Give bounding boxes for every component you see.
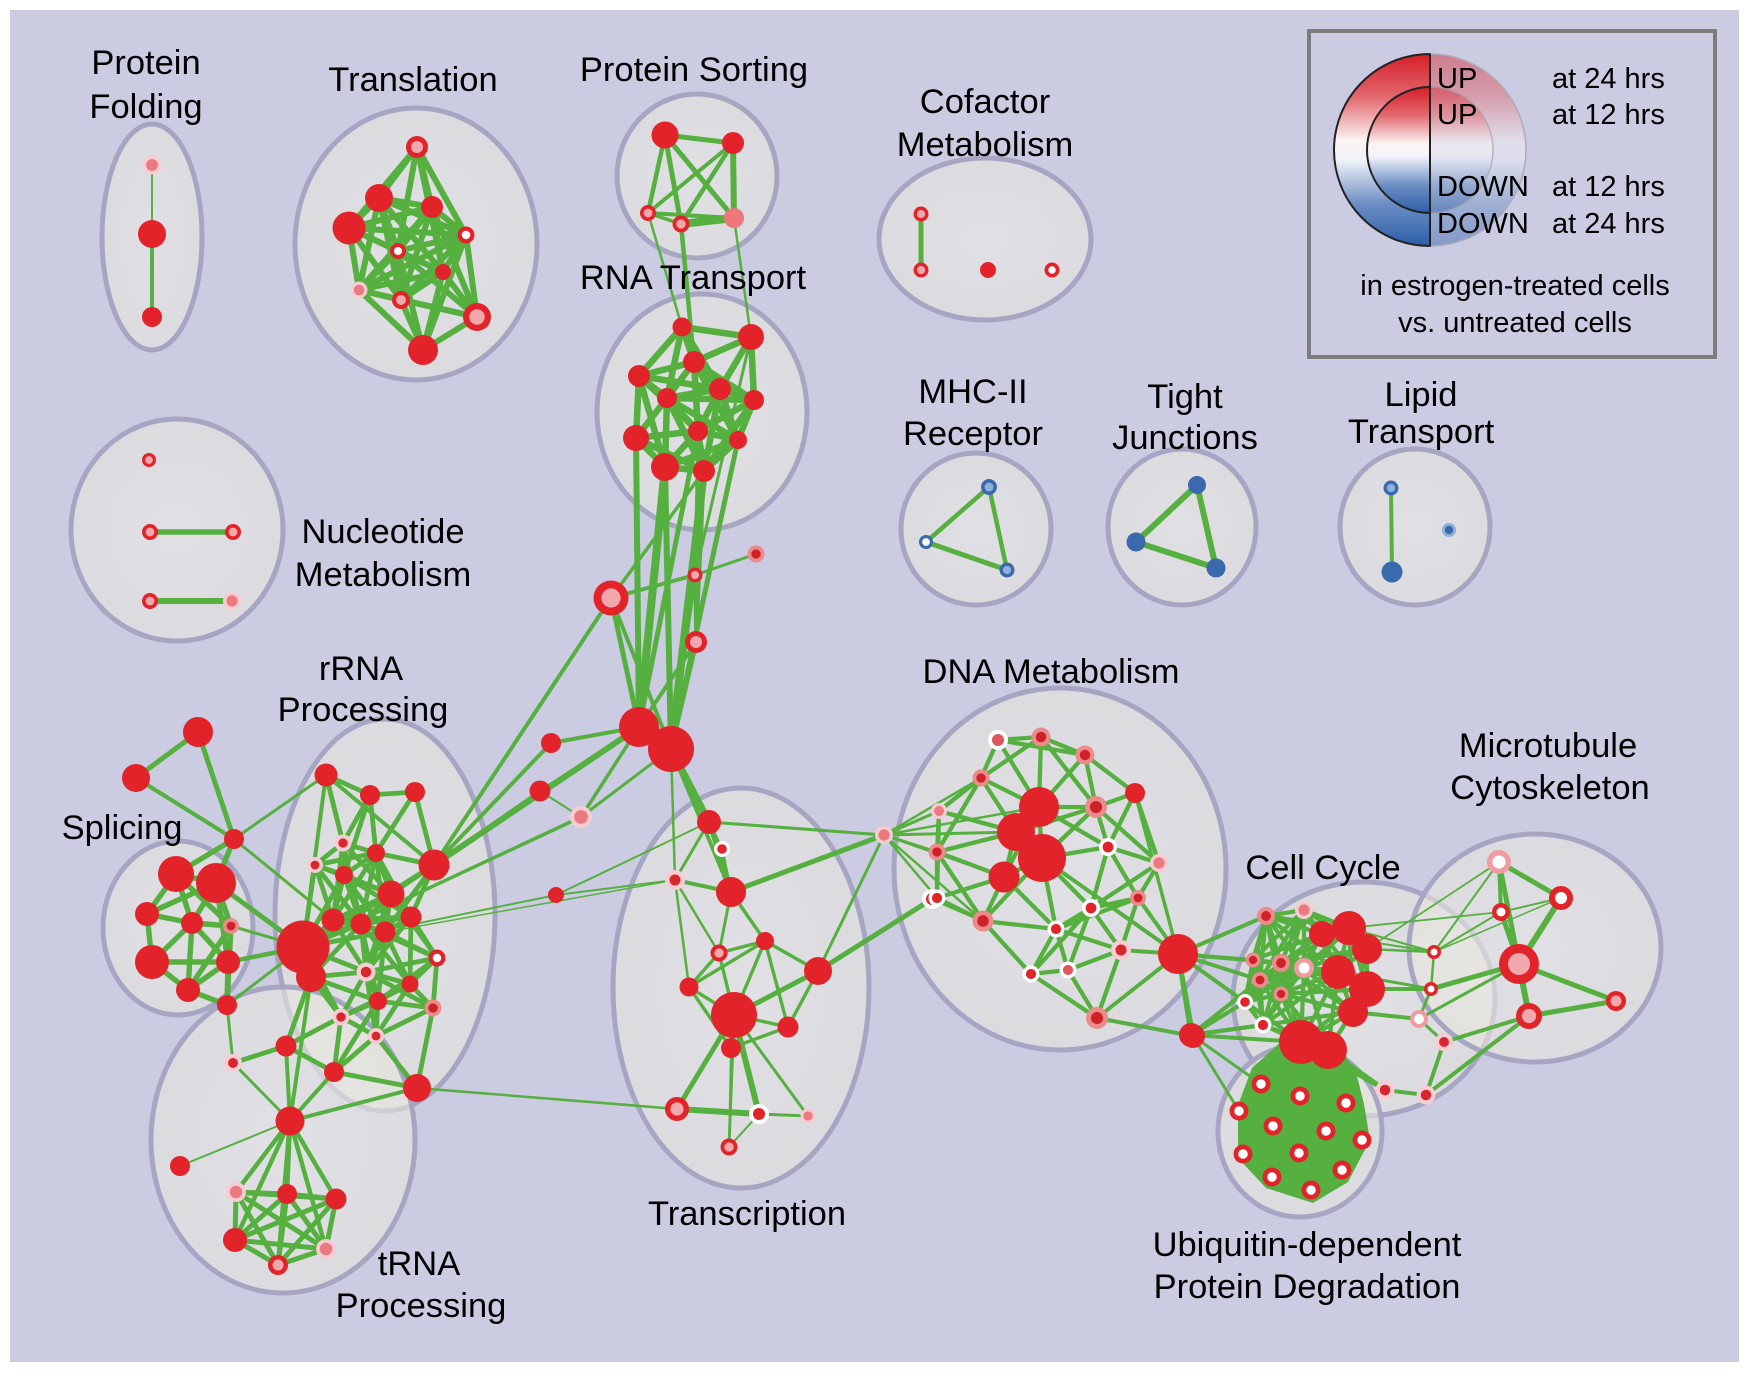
svg-text:Protein Sorting: Protein Sorting	[580, 51, 808, 89]
svg-text:Metabolism: Metabolism	[897, 126, 1073, 164]
svg-text:Tight: Tight	[1147, 378, 1223, 416]
svg-text:Protein Degradation: Protein Degradation	[1154, 1268, 1461, 1306]
svg-text:Receptor: Receptor	[903, 415, 1043, 453]
svg-text:UP: UP	[1437, 63, 1477, 95]
svg-text:MHC-II: MHC-II	[918, 373, 1027, 411]
svg-text:Microtubule: Microtubule	[1459, 727, 1637, 765]
svg-text:at 24 hrs: at 24 hrs	[1552, 63, 1665, 95]
svg-text:Transport: Transport	[1348, 413, 1495, 451]
svg-text:RNA Transport: RNA Transport	[580, 259, 807, 297]
svg-text:at 12 hrs: at 12 hrs	[1552, 171, 1665, 203]
svg-text:in estrogen-treated cells: in estrogen-treated cells	[1360, 270, 1670, 302]
svg-text:rRNA: rRNA	[319, 650, 403, 688]
svg-text:at 24 hrs: at 24 hrs	[1552, 208, 1665, 240]
svg-text:Junctions: Junctions	[1112, 419, 1258, 457]
svg-text:Cell Cycle: Cell Cycle	[1245, 849, 1400, 887]
svg-text:Transcription: Transcription	[648, 1195, 846, 1233]
svg-text:vs. untreated cells: vs. untreated cells	[1398, 307, 1632, 339]
svg-text:Translation: Translation	[328, 61, 497, 99]
svg-text:tRNA: tRNA	[378, 1245, 460, 1283]
svg-text:Nucleotide: Nucleotide	[301, 513, 464, 551]
svg-text:Ubiquitin-dependent: Ubiquitin-dependent	[1153, 1226, 1462, 1264]
svg-text:DOWN: DOWN	[1437, 171, 1529, 203]
svg-text:Metabolism: Metabolism	[295, 556, 471, 594]
svg-text:at 12 hrs: at 12 hrs	[1552, 99, 1665, 131]
svg-text:Splicing: Splicing	[62, 809, 183, 847]
svg-text:DOWN: DOWN	[1437, 208, 1529, 240]
svg-text:Folding: Folding	[89, 88, 202, 126]
svg-text:Lipid: Lipid	[1385, 376, 1458, 414]
svg-text:DNA Metabolism: DNA Metabolism	[923, 653, 1180, 691]
svg-text:Processing: Processing	[336, 1287, 507, 1325]
svg-text:Protein: Protein	[91, 44, 200, 82]
svg-text:UP: UP	[1437, 99, 1477, 131]
svg-text:Cofactor: Cofactor	[920, 83, 1050, 121]
svg-text:Cytoskeleton: Cytoskeleton	[1450, 769, 1649, 807]
svg-text:Processing: Processing	[278, 691, 449, 729]
